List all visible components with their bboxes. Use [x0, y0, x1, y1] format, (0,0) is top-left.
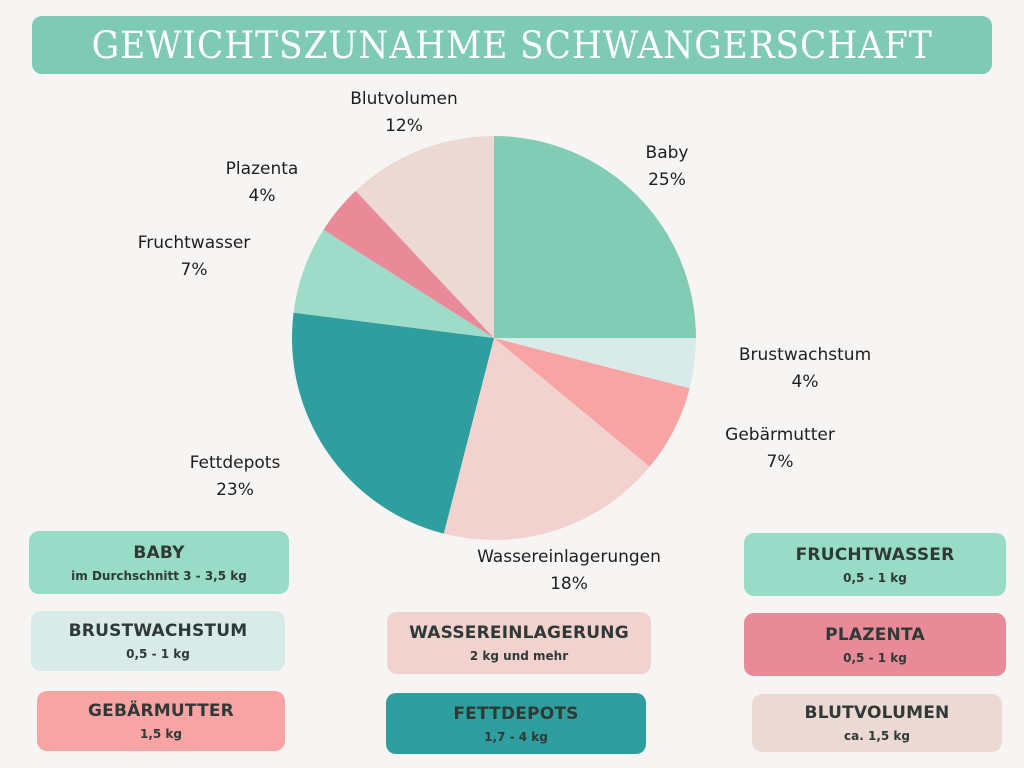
label-name: Blutvolumen	[350, 89, 458, 109]
label-name: Fruchtwasser	[137, 233, 251, 253]
label-name: Plazenta	[225, 159, 299, 179]
label-pct: 18%	[550, 574, 588, 594]
card-subtitle: 2 kg und mehr	[469, 649, 569, 663]
slice-label-fettdepots: Fettdepots 23%	[190, 450, 281, 504]
label-name: Baby	[645, 143, 689, 163]
slice-label-brustwachstum: Brustwachstum 4%	[739, 342, 871, 396]
label-name: Gebärmutter	[725, 425, 835, 445]
card-subtitle: 1,7 - 4 kg	[484, 729, 548, 744]
card-subtitle: im Durchschnitt 3 - 3,5 kg	[71, 568, 247, 583]
card-subtitle: ca. 1,5 kg	[844, 729, 910, 743]
slice-label-fruchtwasser: Fruchtwasser 7%	[138, 230, 251, 284]
label-pct: 12%	[385, 116, 423, 136]
label-name: Brustwachstum	[738, 345, 872, 365]
pie-slice-fettdepots	[292, 312, 494, 534]
slice-label-wassereinlagerungen: Wassereinlagerungen 18%	[477, 544, 661, 598]
pie-slice-wassereinlagerungen	[443, 338, 650, 540]
title-banner: GEWICHTSZUNAHME SCHWANGERSCHAFT	[32, 16, 992, 74]
label-pct: 7%	[180, 260, 208, 280]
card-subtitle: 0,5 - 1 kg	[843, 650, 907, 665]
card-title: WASSEREINLAGERUNG	[409, 623, 629, 643]
label-name: Wassereinlagerungen	[477, 547, 661, 567]
pie-slice-blutvolumen	[355, 136, 494, 338]
card-title: BRUSTWACHSTUM	[68, 621, 248, 641]
card-title: BLUTVOLUMEN	[804, 703, 950, 723]
card-gebaermutter: GEBÄRMUTTER 1,5 kg	[37, 691, 285, 751]
card-subtitle: 0,5 - 1 kg	[126, 647, 190, 661]
card-wassereinlagerung: WASSEREINLAGERUNG 2 kg und mehr	[387, 612, 651, 674]
label-pct: 4%	[248, 186, 276, 206]
card-subtitle: 1,5 kg	[139, 727, 182, 741]
card-title: FETTDEPOTS	[453, 703, 579, 724]
card-baby: BABY im Durchschnitt 3 - 3,5 kg	[29, 531, 289, 594]
pie-slice-brustwachstum	[494, 338, 696, 389]
slice-label-gebaermutter: Gebärmutter 7%	[725, 422, 835, 476]
card-brustwachstum: BRUSTWACHSTUM 0,5 - 1 kg	[31, 611, 285, 671]
slice-label-plazenta: Plazenta 4%	[226, 156, 299, 210]
card-plazenta: PLAZENTA 0,5 - 1 kg	[744, 613, 1006, 676]
card-fruchtwasser: FRUCHTWASSER 0,5 - 1 kg	[744, 533, 1006, 596]
card-title: FRUCHTWASSER	[795, 544, 955, 565]
pie-slice-gebaermutter	[494, 338, 690, 467]
label-pct: 4%	[791, 372, 819, 392]
card-subtitle: 0,5 - 1 kg	[843, 570, 907, 585]
card-title: GEBÄRMUTTER	[88, 701, 234, 721]
label-pct: 23%	[216, 480, 254, 500]
slice-label-baby: Baby 25%	[646, 140, 689, 194]
slice-label-blutvolumen: Blutvolumen 12%	[350, 86, 458, 140]
pie-slice-baby	[494, 136, 696, 338]
card-title: BABY	[133, 542, 185, 563]
card-blutvolumen: BLUTVOLUMEN ca. 1,5 kg	[752, 694, 1002, 752]
pie-slice-fruchtwasser	[293, 229, 494, 338]
page-title: GEWICHTSZUNAHME SCHWANGERSCHAFT	[91, 23, 933, 67]
card-fettdepots: FETTDEPOTS 1,7 - 4 kg	[386, 693, 646, 754]
pie-slice-plazenta	[323, 190, 494, 338]
label-pct: 25%	[648, 170, 686, 190]
card-title: PLAZENTA	[825, 624, 925, 645]
label-name: Fettdepots	[189, 453, 281, 473]
label-pct: 7%	[766, 452, 794, 472]
